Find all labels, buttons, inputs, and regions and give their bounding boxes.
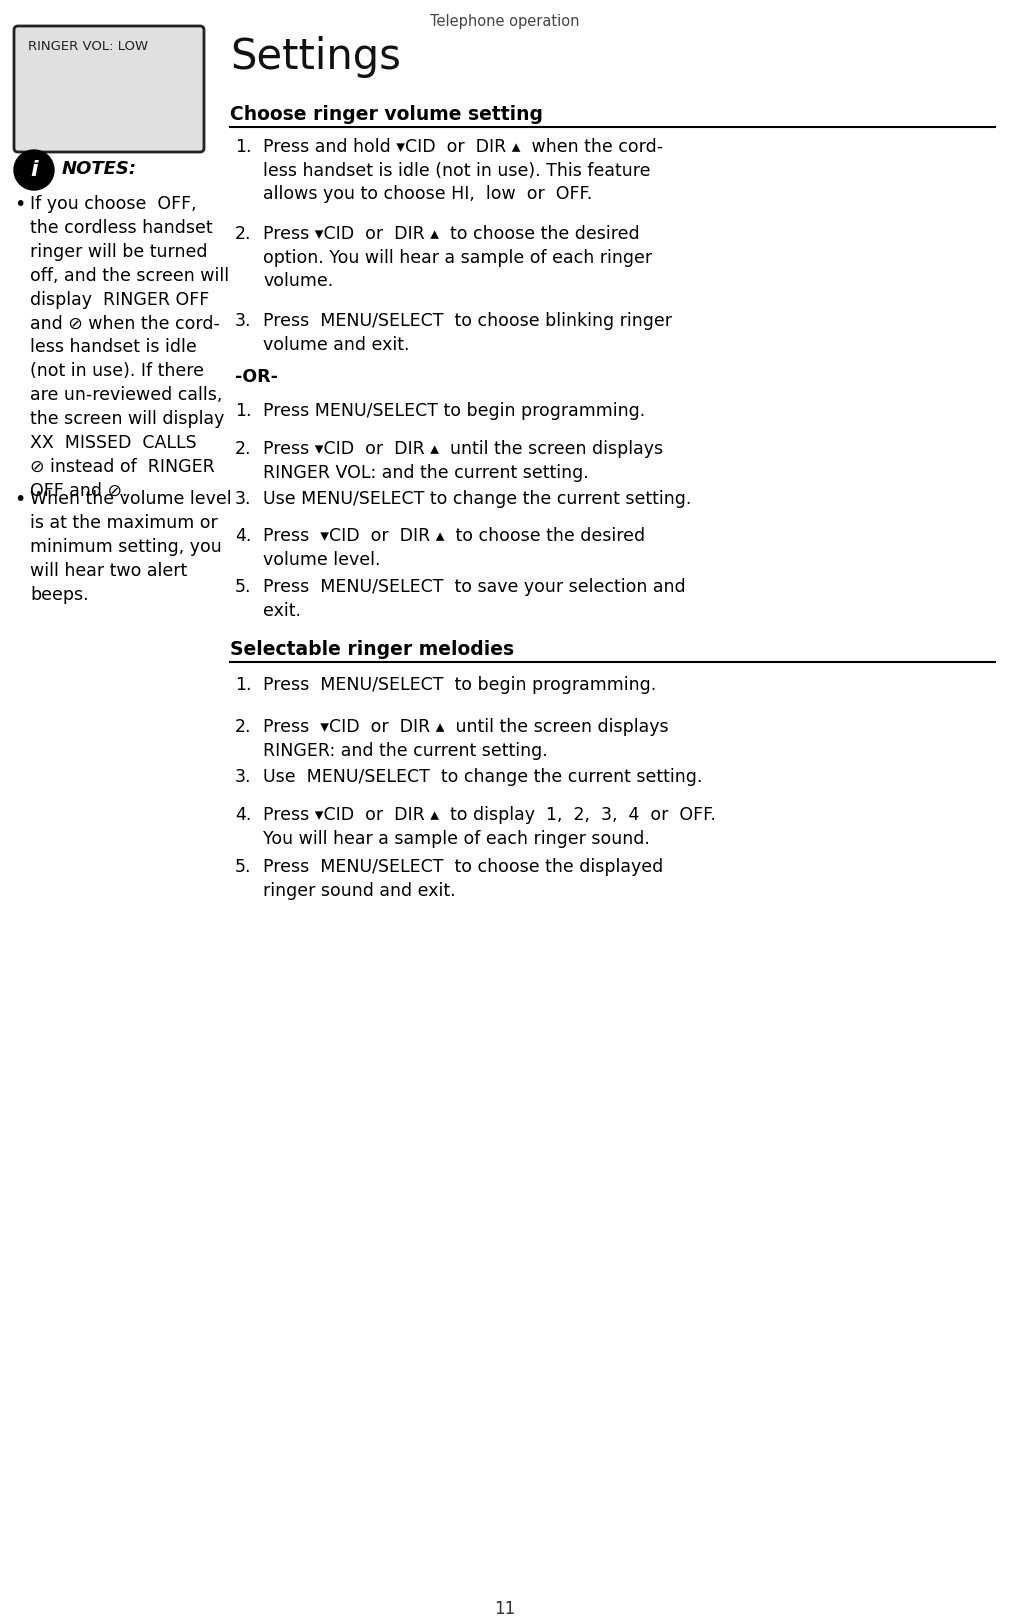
Text: 1.: 1. (235, 676, 251, 694)
Text: RINGER VOL: LOW: RINGER VOL: LOW (28, 41, 148, 54)
Text: 2.: 2. (235, 440, 251, 457)
Text: 3.: 3. (235, 311, 251, 329)
Text: Press  MENU/SELECT  to save your selection and
exit.: Press MENU/SELECT to save your selection… (263, 577, 686, 620)
Text: 5.: 5. (235, 577, 251, 595)
Text: Press ▾CID  or  DIR ▴  to choose the desired
option. You will hear a sample of e: Press ▾CID or DIR ▴ to choose the desire… (263, 225, 652, 290)
Text: Press ▾CID  or  DIR ▴  until the screen displays
RINGER VOL: and the current set: Press ▾CID or DIR ▴ until the screen dis… (263, 440, 664, 482)
Text: Choose ringer volume setting: Choose ringer volume setting (230, 105, 543, 123)
Text: 1.: 1. (235, 402, 251, 420)
Text: 5.: 5. (235, 858, 251, 876)
Text: 4.: 4. (235, 806, 251, 824)
Text: 11: 11 (494, 1599, 516, 1619)
Text: NOTES:: NOTES: (62, 161, 137, 178)
Text: i: i (30, 161, 37, 180)
Text: When the volume level
is at the maximum or
minimum setting, you
will hear two al: When the volume level is at the maximum … (30, 490, 231, 603)
Text: Press and hold ▾CID  or  DIR ▴  when the cord-
less handset is idle (not in use): Press and hold ▾CID or DIR ▴ when the co… (263, 138, 664, 203)
Text: Use MENU/SELECT to change the current setting.: Use MENU/SELECT to change the current se… (263, 490, 692, 508)
Text: •: • (14, 490, 25, 509)
Text: Use  MENU/SELECT  to change the current setting.: Use MENU/SELECT to change the current se… (263, 767, 702, 787)
Text: If you choose  OFF,
the cordless handset
ringer will be turned
off, and the scre: If you choose OFF, the cordless handset … (30, 195, 229, 500)
Text: 2.: 2. (235, 719, 251, 736)
Text: 4.: 4. (235, 527, 251, 545)
Text: Settings: Settings (230, 36, 401, 78)
Text: Telephone operation: Telephone operation (430, 15, 580, 29)
Text: -OR-: -OR- (235, 368, 278, 386)
Text: 1.: 1. (235, 138, 251, 156)
Text: Press  MENU/SELECT  to choose blinking ringer
volume and exit.: Press MENU/SELECT to choose blinking rin… (263, 311, 672, 354)
Text: Press  ▾CID  or  DIR ▴  to choose the desired
volume level.: Press ▾CID or DIR ▴ to choose the desire… (263, 527, 645, 569)
Text: Press  MENU/SELECT  to choose the displayed
ringer sound and exit.: Press MENU/SELECT to choose the displaye… (263, 858, 664, 900)
Text: Press  MENU/SELECT  to begin programming.: Press MENU/SELECT to begin programming. (263, 676, 656, 694)
Text: 3.: 3. (235, 767, 251, 787)
Text: 3.: 3. (235, 490, 251, 508)
Text: Press MENU/SELECT to begin programming.: Press MENU/SELECT to begin programming. (263, 402, 645, 420)
Text: Press  ▾CID  or  DIR ▴  until the screen displays
RINGER: and the current settin: Press ▾CID or DIR ▴ until the screen dis… (263, 719, 669, 759)
Text: 2.: 2. (235, 225, 251, 243)
Text: Selectable ringer melodies: Selectable ringer melodies (230, 641, 514, 659)
FancyBboxPatch shape (14, 26, 204, 152)
Text: •: • (14, 195, 25, 214)
Text: Press ▾CID  or  DIR ▴  to display  1,  2,  3,  4  or  OFF.
You will hear a sampl: Press ▾CID or DIR ▴ to display 1, 2, 3, … (263, 806, 716, 848)
Circle shape (14, 149, 54, 190)
